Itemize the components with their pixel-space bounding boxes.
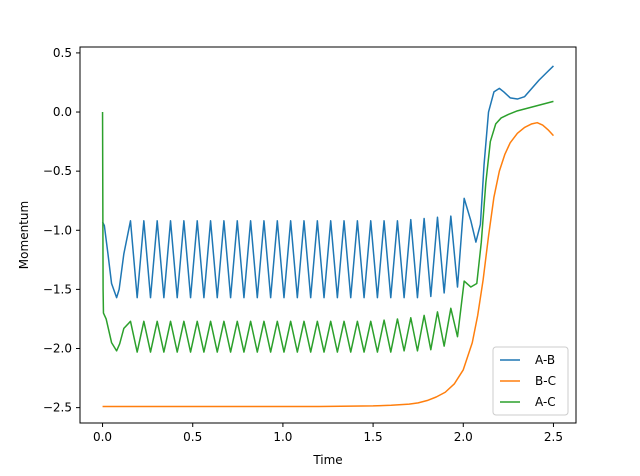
y-axis: 0.5 0.0 −0.5 −1.0 −1.5 −2.0 −2.5 — [43, 46, 80, 415]
x-tick-label: 0.5 — [183, 430, 202, 444]
legend-label-a-c: A-C — [535, 395, 556, 409]
y-tick-label: −2.0 — [43, 342, 72, 356]
y-tick-label: −1.0 — [43, 223, 72, 237]
plot-area — [79, 46, 577, 424]
y-axis-label: Momentum — [17, 201, 31, 269]
y-tick-label: 0.0 — [53, 105, 72, 119]
y-tick-label: −1.5 — [43, 282, 72, 296]
x-axis-label: Time — [312, 453, 342, 467]
x-tick-label: 2.5 — [544, 430, 563, 444]
x-axis: 0.0 0.5 1.0 1.5 2.0 2.5 — [93, 423, 563, 444]
x-tick-label: 1.5 — [364, 430, 383, 444]
plot-frame — [79, 46, 577, 424]
x-tick-label: 1.0 — [273, 430, 292, 444]
y-tick-label: −2.5 — [43, 401, 72, 415]
x-tick-label: 0.0 — [93, 430, 112, 444]
legend-box — [492, 346, 569, 416]
series-line-a-c — [101, 100, 554, 353]
legend: A-B B-C A-C — [492, 346, 569, 416]
y-tick-label: −0.5 — [43, 164, 72, 178]
series-line-a-b — [101, 65, 554, 299]
series-line-b-c — [102, 121, 555, 408]
legend-label-b-c: B-C — [535, 374, 556, 388]
x-tick-label: 2.0 — [454, 430, 473, 444]
y-tick-label: 0.5 — [53, 46, 72, 60]
legend-label-a-b: A-B — [535, 353, 555, 367]
